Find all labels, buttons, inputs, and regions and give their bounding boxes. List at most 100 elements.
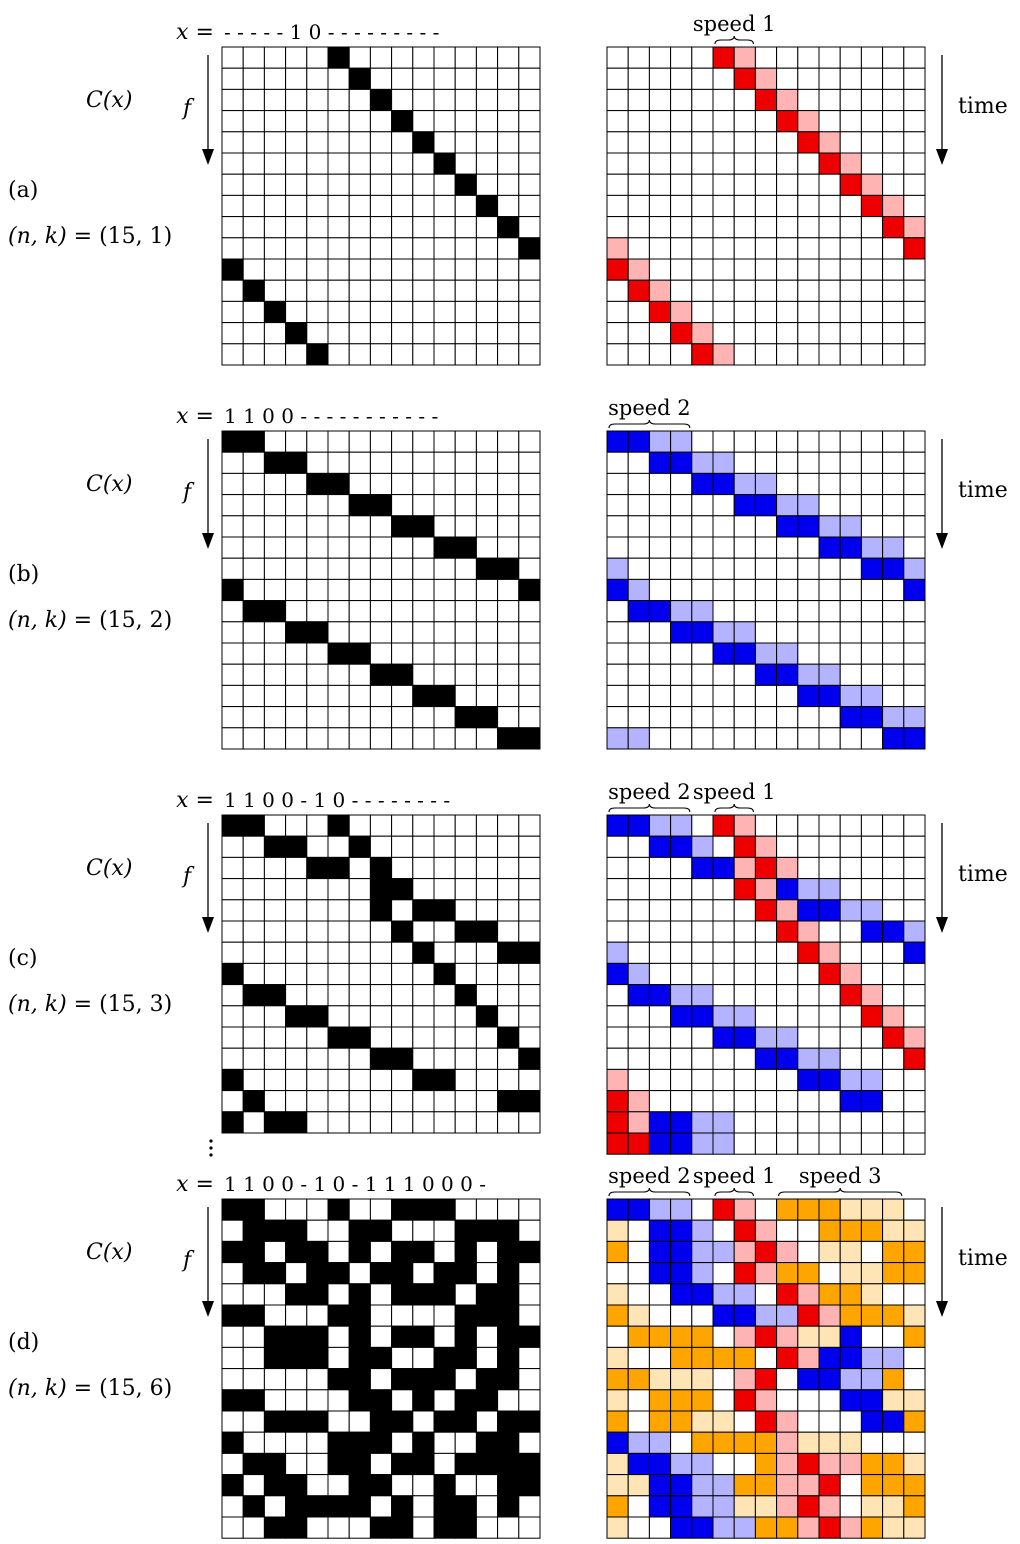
black-cell [263, 962, 287, 986]
color-cell [818, 1262, 841, 1285]
black-cell [454, 878, 477, 901]
black-cell [348, 1452, 371, 1476]
color-cell [818, 557, 841, 580]
black-cell [518, 1368, 541, 1391]
color-cell [776, 1047, 799, 1070]
color-cell [882, 258, 905, 281]
color-cell [882, 194, 905, 218]
color-cell [882, 578, 905, 602]
black-cell [391, 621, 414, 644]
color-cell [733, 920, 756, 943]
color-cell [860, 67, 884, 90]
color-cell [860, 1389, 884, 1412]
black-cell [285, 194, 308, 218]
color-cell [754, 1325, 778, 1348]
black-cell [348, 1090, 371, 1113]
f-label: f [181, 864, 195, 889]
black-cell [221, 1495, 244, 1518]
color-cell [903, 1111, 926, 1134]
black-cell [263, 835, 287, 858]
color-cell [712, 110, 735, 133]
black-cell [454, 237, 477, 260]
color-cell [648, 941, 672, 964]
black-cell [306, 194, 329, 218]
black-cell [242, 46, 265, 69]
color-cell [839, 536, 862, 559]
black-cell [242, 1068, 265, 1092]
black-cell [306, 1495, 329, 1518]
black-cell [475, 856, 499, 880]
color-cell [860, 1090, 884, 1113]
color-cell [733, 706, 756, 729]
black-cell [497, 258, 520, 281]
color-cell [712, 835, 735, 858]
color-cell [754, 46, 778, 69]
black-cell [518, 110, 541, 133]
black-cell [412, 1368, 435, 1391]
black-cell [369, 1090, 393, 1113]
color-cell [648, 216, 672, 239]
color-cell [648, 920, 672, 943]
color-cell [860, 194, 884, 218]
color-cell [839, 1304, 862, 1327]
black-cell [497, 578, 520, 602]
black-cell [242, 1090, 265, 1113]
black-cell [242, 515, 265, 538]
black-cell [285, 899, 308, 922]
color-cell [882, 663, 905, 686]
color-cell [754, 727, 778, 750]
color-cell [754, 279, 778, 302]
color-cell [754, 1410, 778, 1433]
black-cell [412, 706, 435, 729]
black-cell [518, 194, 541, 218]
black-cell [263, 878, 287, 901]
black-cell [475, 1410, 499, 1433]
black-cell [306, 67, 329, 90]
black-cell [475, 173, 499, 196]
black-cell [518, 1005, 541, 1028]
black-cell [348, 237, 371, 260]
color-cell [903, 600, 926, 623]
speed-label: speed 3 [799, 1164, 882, 1188]
color-cell [670, 1026, 693, 1049]
color-cell [670, 835, 693, 858]
color-cell [797, 1410, 820, 1433]
black-cell [242, 279, 265, 302]
black-cell [412, 430, 435, 453]
black-cell [412, 1304, 435, 1327]
color-cell [882, 152, 905, 175]
black-cell [412, 642, 435, 665]
panel-label: (b) [8, 562, 39, 587]
black-cell [454, 1389, 477, 1412]
color-cell [797, 856, 820, 880]
color-cell [882, 173, 905, 196]
black-cell [263, 536, 287, 559]
color-cell [606, 1346, 629, 1370]
black-cell [348, 1474, 371, 1497]
black-cell [475, 515, 499, 538]
black-cell [454, 1346, 477, 1370]
black-cell [369, 515, 393, 538]
black-cell [518, 1068, 541, 1092]
black-cell [306, 1325, 329, 1348]
color-cell [648, 878, 672, 901]
black-cell [391, 578, 414, 602]
black-cell [221, 46, 244, 69]
black-cell [263, 1389, 287, 1412]
black-cell [454, 67, 477, 90]
color-cell [627, 300, 650, 324]
color-cell [606, 1262, 629, 1285]
color-cell [648, 814, 672, 837]
black-cell [242, 173, 265, 196]
color-cell [754, 899, 778, 922]
black-cell [369, 430, 393, 453]
black-cell [242, 600, 265, 623]
black-cell [327, 1431, 350, 1454]
black-cell [327, 941, 350, 964]
black-cell [263, 899, 287, 922]
color-cell [839, 1005, 862, 1028]
black-cell [285, 835, 308, 858]
color-cell [648, 88, 672, 112]
black-cell [412, 899, 435, 922]
black-cell [475, 899, 499, 922]
